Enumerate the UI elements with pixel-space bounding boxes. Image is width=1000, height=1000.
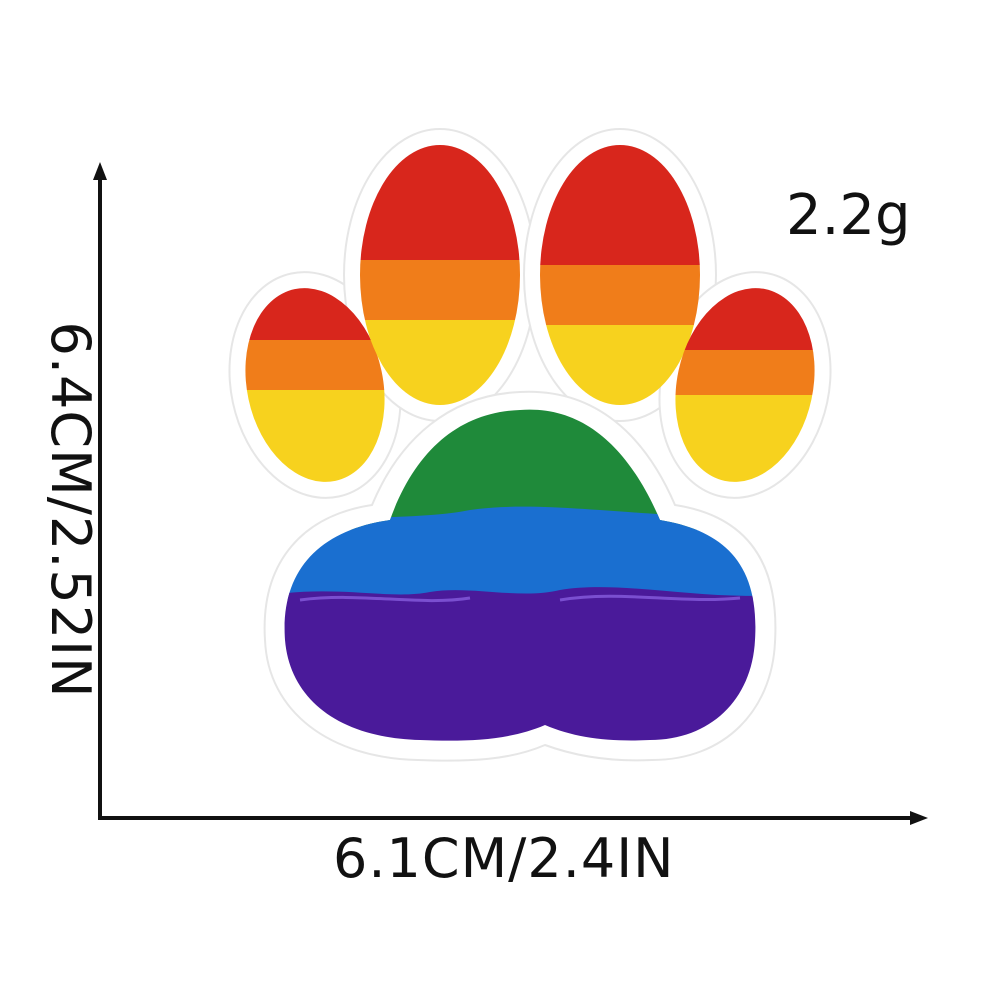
height-label: 6.4CM/2.52IN xyxy=(39,321,102,699)
width-label: 6.1CM/2.4IN xyxy=(333,827,675,890)
arrow-up-icon xyxy=(93,162,107,820)
weight-label: 2.2g xyxy=(786,183,911,248)
arrow-right-icon xyxy=(98,811,928,825)
